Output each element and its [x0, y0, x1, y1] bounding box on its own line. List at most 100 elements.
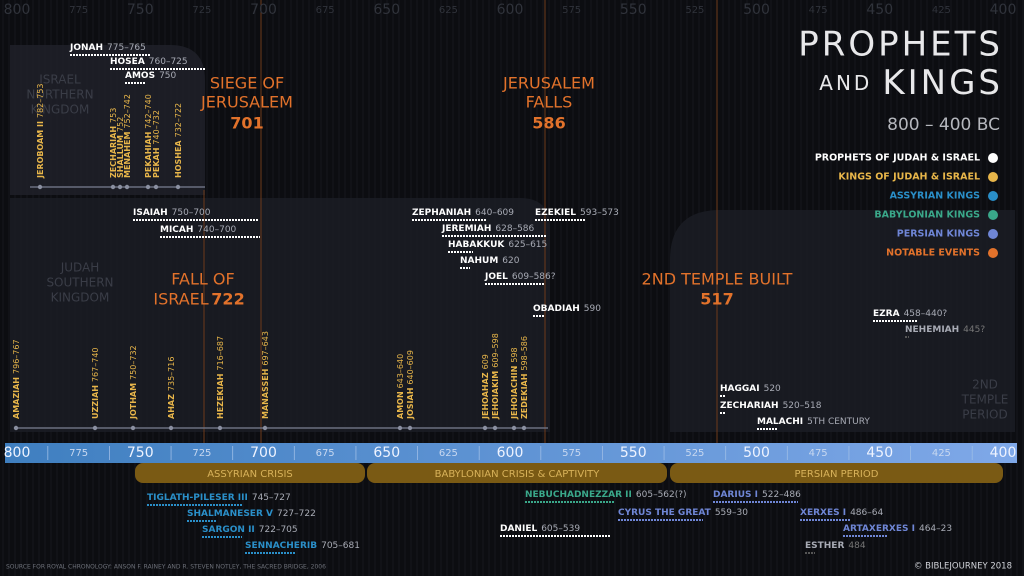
king-name: JOTHAM [129, 383, 138, 420]
event-year: 722 [211, 290, 244, 309]
axis-tick-label: 725 [192, 448, 211, 459]
item-name: NEBUCHADNEZZAR II [525, 490, 632, 500]
king-dot [117, 184, 123, 190]
king-dot [217, 425, 223, 431]
period-band [670, 463, 1003, 483]
israel-region [10, 45, 205, 195]
period-band [367, 463, 667, 483]
king-name: PEKAH [152, 148, 161, 178]
king-label: JEROBOAM II 782–753 [36, 83, 45, 179]
king-dot [407, 425, 413, 431]
item-label: JOEL 609–586? [484, 272, 556, 282]
axis-tick-label: 775 [69, 448, 88, 459]
legend-dot [988, 153, 998, 163]
item-dates: 464–23 [919, 524, 952, 534]
axis-tick-label: 475 [809, 448, 828, 459]
axis-tick-label: 650 [373, 445, 400, 461]
king-name: JOSIAH [406, 388, 415, 420]
subtitle: AND KINGS [819, 63, 1003, 103]
item-label: JONAH 775–765 [69, 43, 146, 53]
item-name: XERXES I [800, 508, 846, 518]
king-name: AMON [396, 391, 405, 419]
axis-tick-label-top: 575 [562, 5, 581, 16]
axis-tick-label: 575 [562, 448, 581, 459]
king-dates: 753 [109, 108, 118, 123]
king-label: PEKAH 740–732 [152, 110, 161, 178]
item-label: NEHEMIAH 445? [905, 325, 985, 335]
axis-tick-label-top: 625 [439, 5, 458, 16]
item-label: ZECHARIAH 520–518 [720, 401, 822, 411]
king-dates: 752–742 [123, 94, 132, 129]
item-dates: 775–765 [107, 43, 146, 53]
king-dates: 716–687 [216, 336, 225, 371]
king-label: JEHOIACHIN 598 [510, 347, 519, 420]
legend-label: ASSYRIAN KINGS [890, 191, 981, 202]
axis-tick-label-top: 475 [809, 5, 828, 16]
king-dates: 740–732 [152, 110, 161, 145]
king-dot [511, 425, 517, 431]
item-name: SARGON II [202, 525, 255, 535]
king-dates: 609 [481, 354, 490, 369]
axis-bar [5, 443, 1017, 463]
item-dates: 628–586 [495, 224, 534, 234]
region-label: KINGDOM [31, 103, 90, 117]
king-dot [130, 425, 136, 431]
axis-tick-label-top: 500 [743, 2, 770, 18]
axis-tick-label: 800 [4, 445, 31, 461]
item-label: SARGON II 722–705 [202, 525, 298, 535]
axis-tick-label-top: 550 [620, 2, 647, 18]
item-name: JONAH [69, 43, 103, 53]
item-label: NAHUM 620 [460, 256, 520, 266]
item-label: ESTHER 484 [805, 541, 866, 551]
king-dates: 732–722 [174, 103, 183, 138]
region-label: TEMPLE [961, 393, 1009, 407]
legend-dot [988, 191, 998, 201]
item-dates: 445? [963, 325, 985, 335]
item-dates: 625–615 [508, 240, 547, 250]
item-dates: 559–30 [715, 508, 748, 518]
king-dot [13, 425, 19, 431]
king-dot [168, 425, 174, 431]
item-label: MALACHI 5TH CENTURY [757, 417, 870, 427]
item-dates: 605–539 [541, 524, 580, 534]
temple-region [670, 210, 1015, 432]
item-dates: 620 [502, 256, 519, 266]
item-dates: 590 [584, 304, 601, 314]
king-dot [175, 184, 181, 190]
item-name: JOEL [484, 272, 508, 282]
king-dates: 767–740 [91, 347, 100, 382]
king-name: SHALLUM [116, 135, 125, 178]
king-label: MENAHEM 752–742 [123, 94, 132, 178]
king-label: PEKAHIAH 742–740 [144, 94, 153, 178]
king-dot [397, 425, 403, 431]
item-label: ISAIAH 750–700 [133, 208, 211, 218]
king-dates: 609–598 [491, 333, 500, 368]
king-name: AMAZIAH [12, 377, 21, 419]
date-range: 800 – 400 BC [887, 115, 1000, 135]
item-dates: 5TH CENTURY [807, 417, 870, 427]
item-dates: 484 [848, 541, 865, 551]
item-label: HAGGAI 520 [720, 384, 781, 394]
king-dates: 735–716 [167, 357, 176, 392]
item-dates: 750–700 [172, 208, 211, 218]
axis-tick-label: 400 [990, 445, 1017, 461]
item-dates: 705–681 [321, 541, 360, 551]
king-label: JOTHAM 750–732 [129, 345, 138, 420]
legend-dot [988, 248, 998, 258]
item-dates: 740–700 [197, 225, 236, 235]
item-name: TIGLATH-PILESER III [147, 493, 248, 503]
king-name: JEHOAHAZ [481, 372, 490, 420]
item-dates: 609–586? [512, 272, 556, 282]
legend-label: PERSIAN KINGS [897, 229, 980, 240]
axis-tick-label: 550 [620, 445, 647, 461]
item-label: DANIEL 605–539 [500, 524, 580, 534]
axis-tick-label-top: 675 [316, 5, 335, 16]
king-label: JEHOIAKIM 609–598 [491, 333, 500, 420]
item-name: ISAIAH [133, 208, 168, 218]
axis-tick-label-top: 450 [866, 2, 893, 18]
legend-dot [988, 229, 998, 239]
item-label: DARIUS I 522–486 [713, 490, 801, 500]
item-dates: 640–609 [475, 208, 514, 218]
region-label: SOUTHERN [46, 276, 113, 290]
event-label: JERUSALEM [502, 74, 595, 93]
